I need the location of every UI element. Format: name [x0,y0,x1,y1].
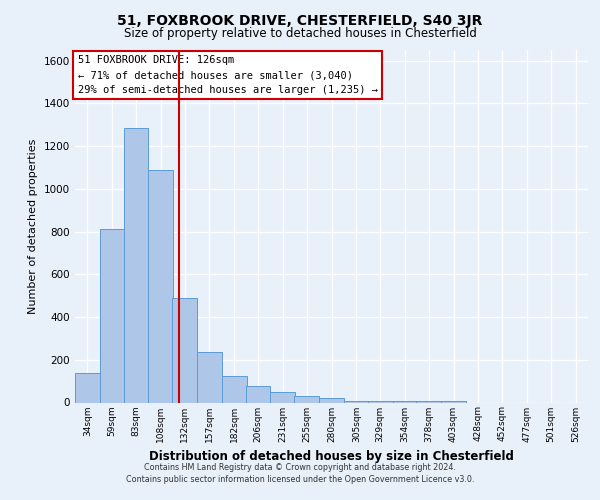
Text: 51 FOXBROOK DRIVE: 126sqm
← 71% of detached houses are smaller (3,040)
29% of se: 51 FOXBROOK DRIVE: 126sqm ← 71% of detac… [77,56,377,95]
Bar [100,230,125,402]
Y-axis label: Number of detached properties: Number of detached properties [28,138,38,314]
Bar [294,396,319,402]
Bar [197,352,222,403]
Bar [172,298,197,403]
Bar [75,372,100,402]
Text: Size of property relative to detached houses in Chesterfield: Size of property relative to detached ho… [124,28,476,40]
Bar [222,376,247,402]
Bar [319,398,344,402]
Bar [271,392,295,402]
Text: Contains HM Land Registry data © Crown copyright and database right 2024.: Contains HM Land Registry data © Crown c… [144,464,456,472]
Bar [148,170,173,402]
Text: 51, FOXBROOK DRIVE, CHESTERFIELD, S40 3JR: 51, FOXBROOK DRIVE, CHESTERFIELD, S40 3J… [118,14,482,28]
Bar [245,386,271,402]
X-axis label: Distribution of detached houses by size in Chesterfield: Distribution of detached houses by size … [149,450,514,463]
Bar [124,128,148,402]
Text: Contains public sector information licensed under the Open Government Licence v3: Contains public sector information licen… [126,475,474,484]
